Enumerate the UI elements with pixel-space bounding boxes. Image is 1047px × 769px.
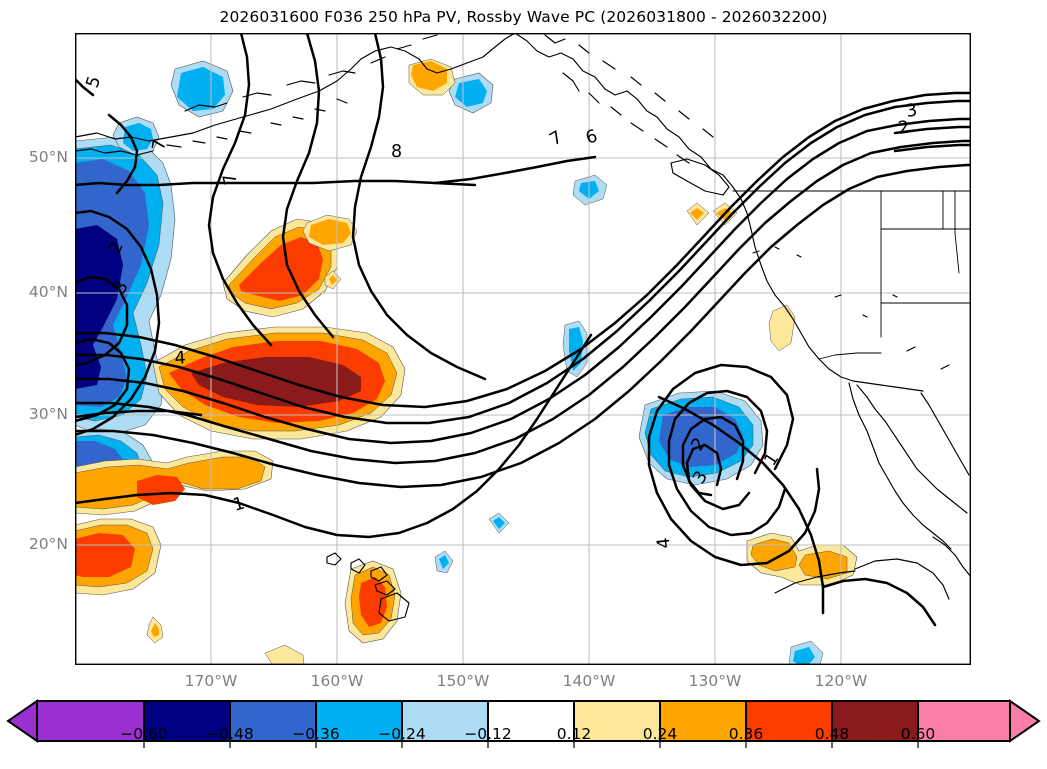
contour-label-1-southwest: 1 — [231, 494, 247, 516]
shaded-anomaly-field — [75, 58, 858, 665]
lat-tick-40N: 40°N — [28, 283, 68, 301]
colorbar-swatch-0[interactable] — [36, 700, 145, 742]
anomaly-neg-tiny-c-l2 — [793, 647, 815, 665]
anomaly-neg-tiny-b-l2 — [439, 555, 449, 569]
coastlines — [75, 33, 971, 622]
anomaly-pos-north-core — [239, 237, 323, 301]
contour-label-2-east: 2 — [897, 118, 911, 139]
lon-tick-170W: 170°W — [184, 672, 238, 690]
anomaly-neg-north-l2 — [177, 67, 225, 111]
colorbar-extend-max[interactable] — [1009, 699, 1041, 743]
anomaly-pos-tiny-a-l2 — [151, 623, 159, 637]
map-plot-area[interactable]: 5 2 3 7 8 7 6 3 2 4 1 2 3 1 4 7 — [75, 33, 971, 665]
anomaly-pos-alaska-l2 — [411, 61, 447, 91]
colorbar-swatch-1[interactable] — [143, 700, 231, 742]
colorbar-tick-9: 0.60 — [900, 725, 936, 743]
lon-tick-150W: 150°W — [436, 672, 490, 690]
axes-frame — [75, 33, 971, 665]
anomaly-pos-tiny-b — [264, 644, 305, 665]
colorbar-ticks — [143, 741, 919, 748]
colorbar-swatches[interactable] — [6, 699, 1041, 743]
anomaly-pos-se-l2b — [798, 550, 848, 580]
colorbar-tick-6: 0.24 — [642, 725, 678, 743]
colorbar-tick-0: −0.60 — [120, 725, 168, 743]
colorbar-swatch-5[interactable] — [487, 700, 575, 742]
colorbar-tick-8: 0.48 — [814, 725, 850, 743]
colorbar-extend-min[interactable] — [6, 699, 38, 743]
lon-tick-160W: 160°W — [310, 672, 364, 690]
anomaly-pos-sw2-core — [75, 533, 135, 577]
colorbar-swatch-2[interactable] — [229, 700, 317, 742]
contour-label-7-north: 7 — [149, 138, 170, 152]
colorbar-swatch-10[interactable] — [917, 700, 1011, 742]
lat-tick-50N: 50°N — [28, 148, 68, 166]
colorbar-tick-2: −0.36 — [292, 725, 340, 743]
lon-tick-120W: 120°W — [814, 672, 868, 690]
anomaly-neg-tiny-a-l2 — [493, 517, 505, 529]
anomaly-pos-sw-core-a — [137, 475, 185, 505]
lon-tick-130W: 130°W — [688, 672, 742, 690]
contour-label-8: 8 — [391, 142, 402, 162]
colorbar[interactable]: −0.60 −0.48 −0.36 −0.24 −0.12 0.12 0.24 … — [0, 697, 1047, 765]
anomaly-pos-tiny-d-l2 — [690, 208, 704, 220]
lat-tick-30N: 30°N — [28, 405, 68, 423]
contour-label-4-central: 4 — [174, 348, 187, 369]
anomaly-neg-se-core — [659, 407, 743, 467]
anomaly-pos-tiny-c-l2 — [329, 275, 337, 285]
anomaly-neg-west-core — [75, 225, 123, 389]
colorbar-tick-4: −0.12 — [464, 725, 512, 743]
colorbar-tick-3: −0.24 — [378, 725, 426, 743]
lat-tick-20N: 20°N — [28, 535, 68, 553]
colorbar-swatch-9[interactable] — [831, 700, 919, 742]
contour-label-3-east: 3 — [905, 100, 919, 121]
anomaly-pos-central-core — [191, 357, 361, 407]
page-title: 2026031600 F036 250 hPa PV, Rossby Wave … — [219, 8, 828, 26]
colorbar-tick-5: 0.12 — [556, 725, 592, 743]
map-gridlines — [75, 33, 971, 665]
anomaly-pos-cal-l1 — [768, 304, 796, 352]
contour-label-7-left: 7 — [220, 171, 242, 187]
anomaly-pos-goa-l2 — [309, 219, 351, 245]
colorbar-tick-1: −0.48 — [206, 725, 254, 743]
colorbar-swatch-8[interactable] — [745, 700, 833, 742]
anomaly-neg-aleutian-l2 — [123, 123, 153, 151]
pv-contours — [75, 33, 971, 627]
colorbar-tick-7: 0.36 — [728, 725, 764, 743]
lon-tick-140W: 140°W — [562, 672, 616, 690]
contour-label-4-southeast: 4 — [654, 536, 675, 549]
